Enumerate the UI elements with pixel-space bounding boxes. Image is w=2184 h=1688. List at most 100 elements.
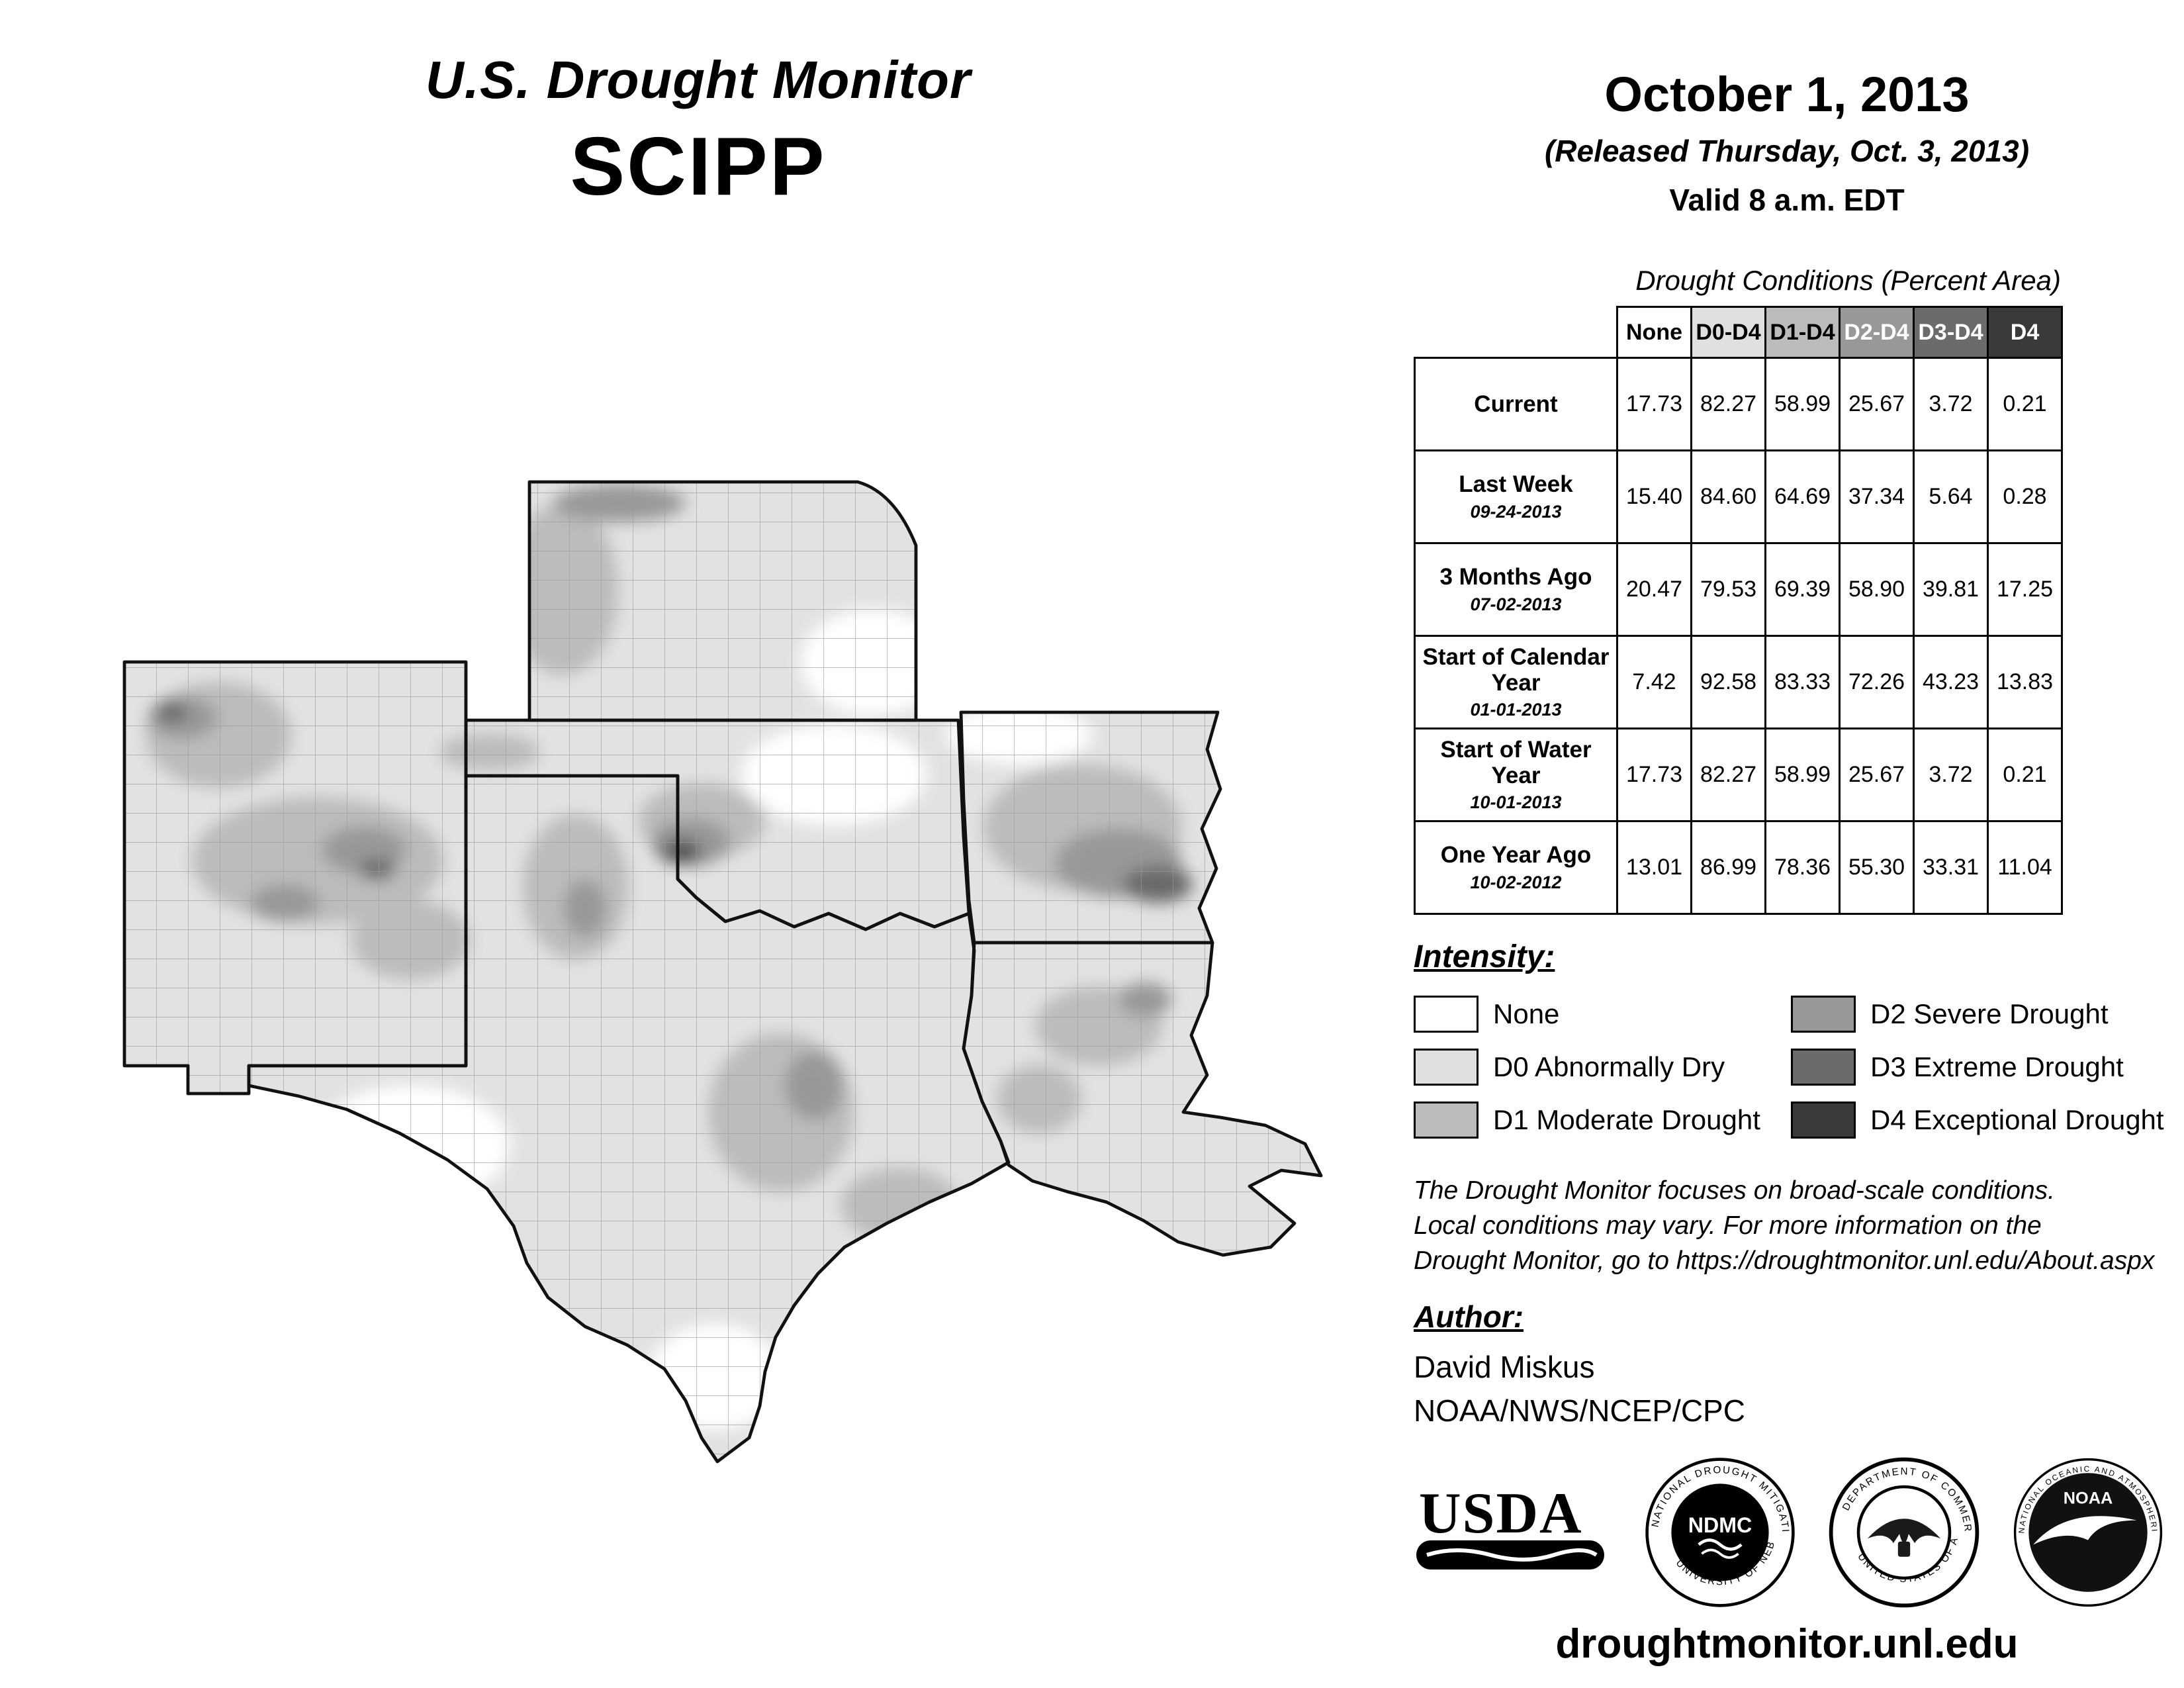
table-cell: 83.33	[1764, 635, 1841, 729]
report-date: October 1, 2013	[1604, 67, 1970, 122]
table-cell: 20.47	[1616, 542, 1692, 637]
table-row: Last Week 09-24-2013 15.40 84.60 64.69 3…	[1414, 449, 2063, 544]
ndmc-wordmark: NDMC	[1688, 1513, 1752, 1537]
table-cell: 3.72	[1913, 727, 1989, 822]
row-label: 3 Months Ago 07-02-2013	[1414, 542, 1618, 637]
table-cell: 55.30	[1839, 820, 1915, 915]
table-cell: 0.21	[1987, 357, 2063, 451]
row-label: One Year Ago 10-02-2012	[1414, 820, 1618, 915]
table-row: Start of Calendar Year 01-01-2013 7.42 9…	[1414, 635, 2063, 729]
row-label: Start of Water Year 10-01-2013	[1414, 727, 1618, 822]
table-cell: 0.21	[1987, 727, 2063, 822]
column-header-d0d4: D0-D4	[1690, 306, 1766, 359]
table-cell: 78.36	[1764, 820, 1841, 915]
table-cell: 3.72	[1913, 357, 1989, 451]
column-header-d2d4: D2-D4	[1839, 306, 1915, 359]
table-row: 3 Months Ago 07-02-2013 20.47 79.53 69.3…	[1414, 542, 2063, 637]
noaa-wordmark: NOAA	[2064, 1489, 2113, 1507]
row-label: Current	[1414, 357, 1618, 451]
author-heading: Author:	[1414, 1299, 1524, 1334]
drought-map	[122, 480, 1323, 1464]
legend-item: D4 Exceptional Drought	[1791, 1102, 2168, 1139]
intensity-legend: None D0 Abnormally Dry D1 Moderate Droug…	[1414, 996, 2168, 1155]
author-name: David Miskus	[1414, 1350, 1595, 1384]
usda-logo: USDA	[1416, 1481, 1604, 1570]
table-cell: 0.28	[1987, 449, 2063, 544]
table-cell: 17.25	[1987, 542, 2063, 637]
author-org: NOAA/NWS/NCEP/CPC	[1414, 1393, 1745, 1428]
table-cell: 79.53	[1690, 542, 1766, 637]
table-cell: 17.73	[1616, 357, 1692, 451]
table-cell: 17.73	[1616, 727, 1692, 822]
legend-item: D0 Abnormally Dry	[1414, 1049, 1791, 1086]
table-cell: 82.27	[1690, 357, 1766, 451]
state-texas	[247, 774, 1011, 1464]
noaa-logo: NATIONAL OCEANIC AND ATMOSPHERIC ADMINIS…	[2012, 1456, 2163, 1607]
legend-swatch-d0	[1414, 1049, 1479, 1086]
usda-wordmark: USDA	[1419, 1481, 1583, 1546]
table-cell: 69.39	[1764, 542, 1841, 637]
release-date: (Released Thursday, Oct. 3, 2013)	[1544, 134, 2030, 168]
row-label: Start of Calendar Year 01-01-2013	[1414, 635, 1618, 729]
table-cell: 43.23	[1913, 635, 1989, 729]
table-corner-cell	[1414, 306, 1617, 358]
drought-conditions-table: None D0-D4 D1-D4 D2-D4 D3-D4 D4 Current …	[1414, 306, 2063, 915]
seagull-icon	[2033, 1516, 2137, 1545]
state-louisiana	[962, 941, 1323, 1257]
table-cell: 84.60	[1690, 449, 1766, 544]
intensity-heading: Intensity:	[1414, 939, 1555, 974]
table-cell: 37.34	[1839, 449, 1915, 544]
legend-item: D1 Moderate Drought	[1414, 1102, 1791, 1139]
row-label: Last Week 09-24-2013	[1414, 449, 1618, 544]
table-cell: 5.64	[1913, 449, 1989, 544]
column-header-d4: D4	[1987, 306, 2063, 359]
table-cell: 72.26	[1839, 635, 1915, 729]
table-cell: 15.40	[1616, 449, 1692, 544]
column-header-none: None	[1616, 306, 1692, 359]
table-cell: 39.81	[1913, 542, 1989, 637]
ndmc-logo: NATIONAL DROUGHT MITIGATION CENTER UNIVE…	[1644, 1456, 1795, 1607]
legend-column-left: None D0 Abnormally Dry D1 Moderate Droug…	[1414, 996, 1791, 1155]
region-name: SCIPP	[570, 121, 827, 212]
table-cell: 11.04	[1987, 820, 2063, 915]
legend-swatch-d4	[1791, 1102, 1856, 1139]
table-cell: 25.67	[1839, 357, 1915, 451]
table-row: One Year Ago 10-02-2012 13.01 86.99 78.3…	[1414, 820, 2063, 915]
table-cell: 25.67	[1839, 727, 1915, 822]
legend-swatch-d1	[1414, 1102, 1479, 1139]
disclaimer-line: Local conditions may vary. For more info…	[1414, 1211, 2042, 1241]
table-cell: 7.42	[1616, 635, 1692, 729]
report-title: U.S. Drought Monitor	[425, 50, 972, 109]
table-row: Start of Water Year 10-01-2013 17.73 82.…	[1414, 727, 2063, 822]
eagle-icon	[1867, 1519, 1941, 1544]
legend-swatch-d2	[1791, 996, 1856, 1033]
date-block: October 1, 2013 (Released Thursday, Oct.…	[1410, 66, 2164, 218]
legend-item: D3 Extreme Drought	[1791, 1049, 2168, 1086]
table-cell: 58.99	[1764, 727, 1841, 822]
legend-column-right: D2 Severe Drought D3 Extreme Drought D4 …	[1791, 996, 2168, 1155]
author-block: Author: David Miskus NOAA/NWS/NCEP/CPC	[1414, 1299, 1745, 1429]
website-url: droughtmonitor.unl.edu	[1555, 1621, 2019, 1667]
valid-time: Valid 8 a.m. EDT	[1669, 183, 1905, 217]
disclaimer-line: Drought Monitor, go to https://droughtmo…	[1414, 1246, 2155, 1276]
table-cell: 92.58	[1690, 635, 1766, 729]
commerce-seal: DEPARTMENT OF COMMERCE UNITED STATES OF …	[1828, 1456, 1979, 1608]
state-kansas	[527, 480, 918, 722]
column-header-d3d4: D3-D4	[1913, 306, 1989, 359]
disclaimer-line: The Drought Monitor focuses on broad-sca…	[1414, 1176, 2056, 1205]
table-cell: 13.01	[1616, 820, 1692, 915]
table-cell: 86.99	[1690, 820, 1766, 915]
column-header-d1d4: D1-D4	[1764, 306, 1841, 359]
logo-row: USDA NATIONAL DROUGHT MITIGATION CENTER …	[1414, 1450, 2164, 1615]
table-cell: 58.90	[1839, 542, 1915, 637]
county-boundaries	[124, 482, 1321, 1462]
table-row: Current 17.73 82.27 58.99 25.67 3.72 0.2…	[1414, 357, 2063, 451]
table-cell: 33.31	[1913, 820, 1989, 915]
table-title: Drought Conditions (Percent Area)	[1635, 265, 2061, 296]
legend-swatch-d3	[1791, 1049, 1856, 1086]
table-header-row: None D0-D4 D1-D4 D2-D4 D3-D4 D4	[1414, 306, 2063, 359]
legend-swatch-none	[1414, 996, 1479, 1033]
table-cell: 58.99	[1764, 357, 1841, 451]
table-cell: 82.27	[1690, 727, 1766, 822]
